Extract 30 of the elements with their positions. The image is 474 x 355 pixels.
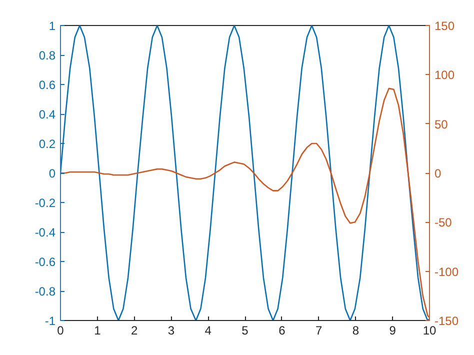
y-tick-label: -0.8: [34, 284, 56, 298]
y2-tick-label: 50: [434, 117, 448, 132]
x-tick-label: 2: [130, 324, 138, 338]
x-tick-label: 0: [57, 324, 64, 338]
y2-tick-label: -100: [434, 264, 459, 279]
y2-tick-label: -150: [434, 314, 459, 328]
x-tick-label: 7: [315, 324, 322, 338]
y2-tick-label: 150: [434, 19, 455, 33]
x-tick-label: 5: [242, 324, 249, 338]
y-tick-label: -0.2: [34, 196, 56, 210]
y2-tick-label: 0: [434, 166, 442, 180]
x-tick-label: 8: [352, 324, 360, 338]
y-tick-label: 0.8: [38, 48, 56, 62]
x-tick-label: 1: [94, 324, 102, 338]
y-tick-label: 0: [48, 166, 56, 180]
x-tick-label: 6: [278, 324, 286, 338]
y-tick-label: 1: [48, 19, 56, 33]
y-tick-label: 0.4: [38, 108, 56, 122]
x-tick-label: 4: [204, 324, 212, 338]
y-tick-label: -1: [44, 314, 56, 328]
y-tick-label: -0.6: [34, 255, 56, 269]
x-tick-label: 10: [422, 324, 436, 338]
y2-tick-label: 100: [434, 68, 455, 82]
y-tick-label: -0.4: [34, 226, 56, 240]
y-tick-label: 0.2: [38, 137, 56, 151]
y-tick-label: 0.6: [38, 78, 56, 92]
x-tick-label: 3: [168, 324, 175, 338]
y2-tick-label: -50: [434, 216, 452, 230]
x-tick-label: 9: [389, 324, 396, 338]
line-series: [60, 26, 430, 320]
